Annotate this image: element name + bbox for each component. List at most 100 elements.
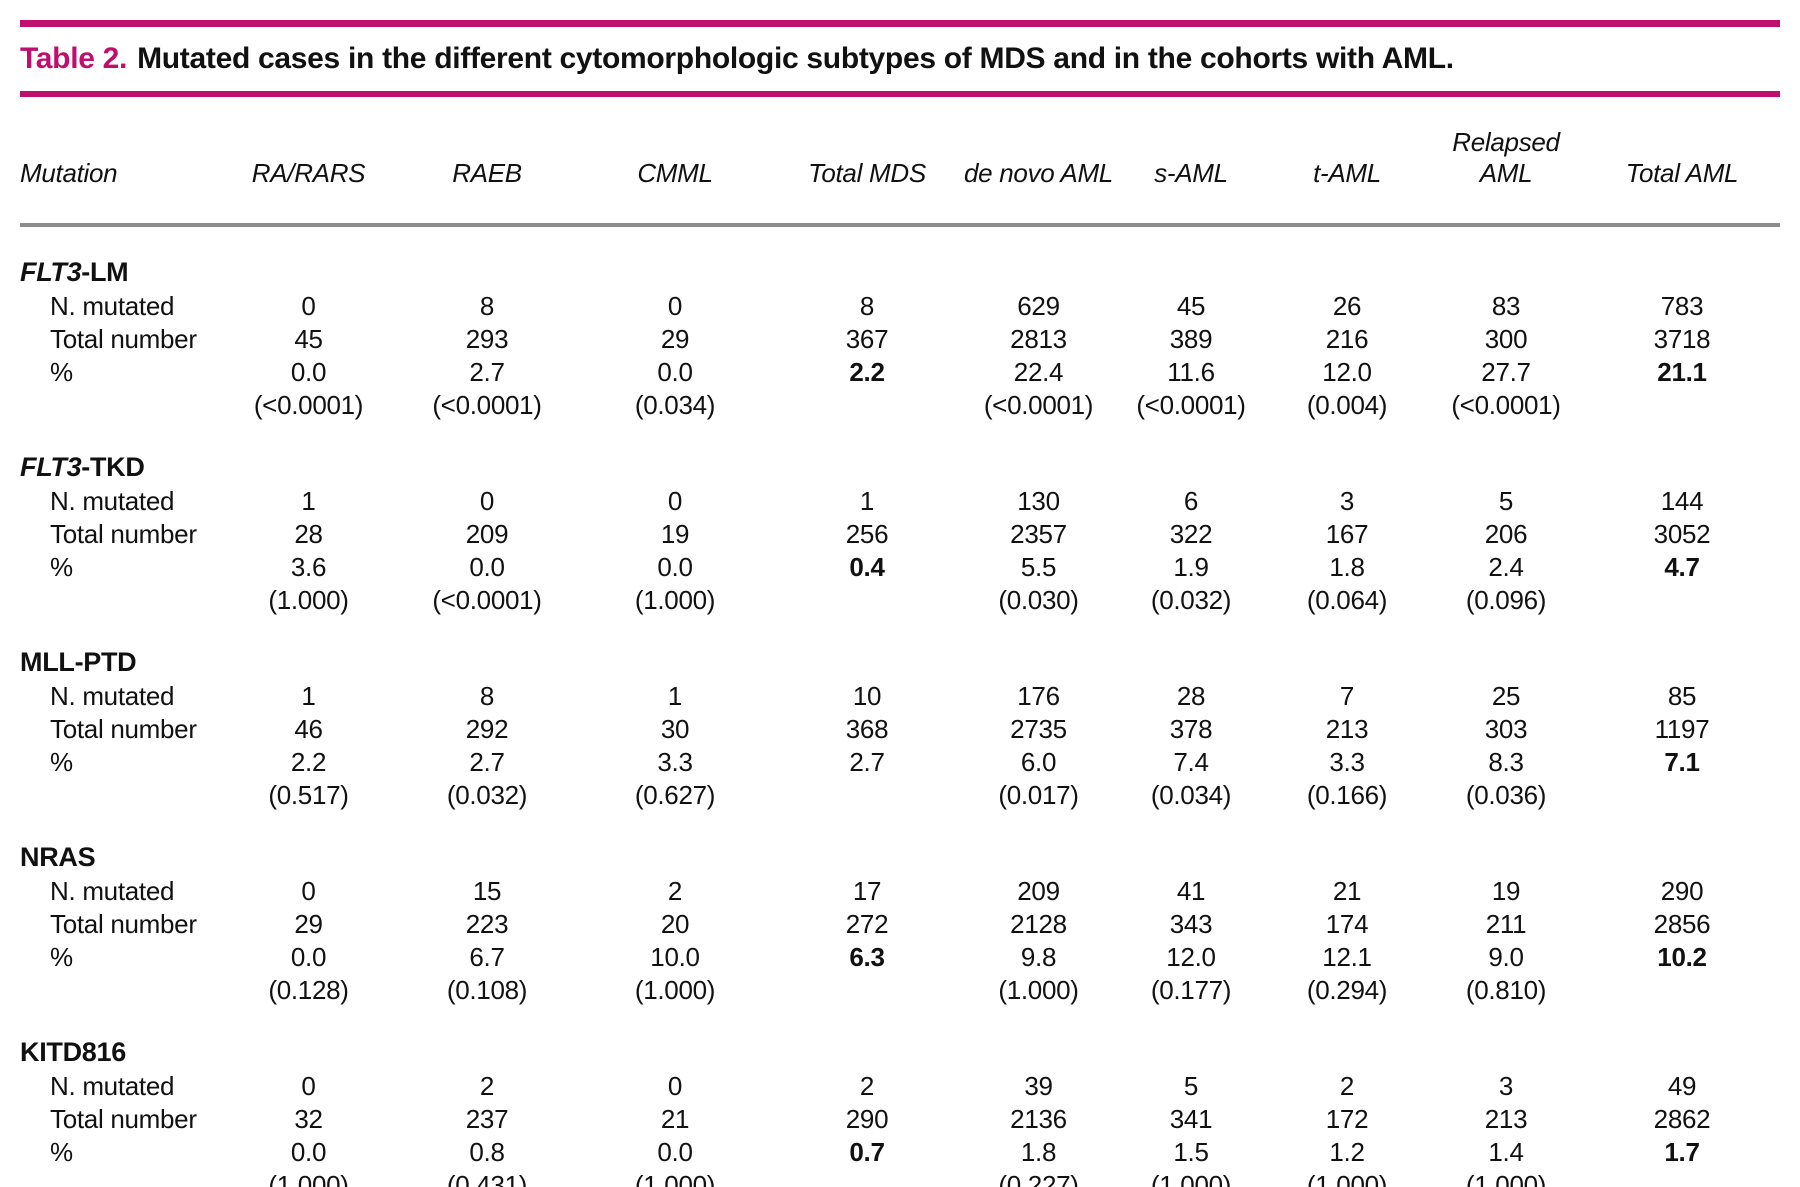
total-number-value: 290 xyxy=(845,1104,889,1134)
percent-value: 9.8 xyxy=(1020,942,1057,972)
total-number-value: 3718 xyxy=(1653,324,1711,354)
n-mutated-value: 5 xyxy=(1183,1071,1199,1101)
total-number-row: Total number 46 292 30 368 2735 378 213 303 1197 xyxy=(20,713,1780,746)
n-mutated-value: 83 xyxy=(1491,291,1521,321)
n-mutated-value: 0 xyxy=(301,1071,316,1101)
p-value xyxy=(1584,389,1780,422)
total-number-value: 19 xyxy=(660,519,690,549)
row-label: N. mutated xyxy=(50,291,175,321)
p-value: (<0.0001) xyxy=(432,390,542,420)
p-value xyxy=(773,1169,961,1187)
percent-value: 12.0 xyxy=(1322,357,1372,387)
p-value xyxy=(773,584,961,617)
total-number-value: 341 xyxy=(1169,1104,1213,1134)
column-header: s-AML xyxy=(1116,97,1266,227)
percent-value: 10.0 xyxy=(650,942,700,972)
table-header-row: Mutation RA/RARS RAEB CMML Total MDS de novo … xyxy=(20,97,1780,227)
p-value-row: (1.000) (<0.0001) (1.000) (0.030) (0.032) (0.… xyxy=(20,584,1780,617)
total-number-value: 30 xyxy=(660,714,690,744)
total-number-value: 322 xyxy=(1169,519,1213,549)
percent-row: % 0.0 2.7 0.0 2.2 22.4 11.6 12.0 27.7 21.1 xyxy=(20,356,1780,389)
row-label: Total number xyxy=(50,1104,197,1134)
column-header: RA/RARS xyxy=(220,97,397,227)
percent-value: 12.1 xyxy=(1322,942,1372,972)
group-label: NRAS xyxy=(20,842,96,872)
percent-value: 1.8 xyxy=(1020,1137,1057,1167)
n-mutated-row: N. mutated 1 8 1 10 176 28 7 25 85 xyxy=(20,680,1780,713)
p-value: (0.034) xyxy=(634,390,716,420)
p-value: (0.032) xyxy=(446,780,528,810)
n-mutated-value: 6 xyxy=(1183,486,1199,516)
row-label: Total number xyxy=(50,909,197,939)
percent-value: 27.7 xyxy=(1481,357,1531,387)
percent-value: 11.6 xyxy=(1167,357,1215,387)
n-mutated-value: 1 xyxy=(859,486,875,516)
n-mutated-value: 144 xyxy=(1660,486,1704,516)
total-number-value: 29 xyxy=(294,909,323,939)
total-number-value: 2357 xyxy=(1010,519,1067,549)
total-number-value: 20 xyxy=(660,909,690,939)
row-label xyxy=(20,779,220,812)
row-label: % xyxy=(50,552,73,582)
total-number-value: 174 xyxy=(1325,909,1369,939)
n-mutated-value: 19 xyxy=(1491,876,1521,906)
percent-value: 2.7 xyxy=(469,747,505,777)
total-number-value: 293 xyxy=(465,324,509,354)
percent-value: 4.7 xyxy=(1664,552,1700,582)
total-number-value: 213 xyxy=(1325,714,1369,744)
total-number-value: 3052 xyxy=(1653,519,1711,549)
n-mutated-value: 0 xyxy=(667,486,683,516)
group-label-row: KITD816 xyxy=(20,1007,1780,1070)
total-number-value: 21 xyxy=(660,1104,690,1134)
n-mutated-value: 17 xyxy=(852,876,882,906)
table-title: Table 2. Mutated cases in the different c… xyxy=(20,42,1780,76)
p-value: (1.000) xyxy=(998,975,1079,1005)
percent-row: % 3.6 0.0 0.0 0.4 5.5 1.9 1.8 2.4 4.7 xyxy=(20,551,1780,584)
percent-value: 21.1 xyxy=(1657,357,1707,387)
p-value: (<0.0001) xyxy=(432,585,542,615)
group-label: KITD816 xyxy=(20,1037,126,1067)
total-number-value: 206 xyxy=(1484,519,1528,549)
p-value: (0.036) xyxy=(1465,780,1547,810)
n-mutated-value: 26 xyxy=(1332,291,1362,321)
total-number-value: 2128 xyxy=(1010,909,1067,939)
p-value: (0.810) xyxy=(1465,975,1547,1005)
total-number-value: 389 xyxy=(1169,324,1213,354)
group-label-row: MLL-PTD xyxy=(20,617,1780,680)
gene-name: FLT3 xyxy=(20,452,82,482)
n-mutated-value: 0 xyxy=(301,291,316,321)
p-value: (1.000) xyxy=(268,1170,349,1187)
row-label: % xyxy=(50,942,73,972)
n-mutated-value: 10 xyxy=(852,681,882,711)
percent-value: 6.3 xyxy=(849,942,885,972)
table-number: Table 2. xyxy=(20,42,128,75)
p-value: (<0.0001) xyxy=(1451,390,1561,420)
percent-value: 22.4 xyxy=(1013,357,1064,387)
total-number-value: 213 xyxy=(1484,1104,1528,1134)
group-label: FLT3-TKD xyxy=(20,452,145,482)
n-mutated-value: 8 xyxy=(859,291,875,321)
row-label: % xyxy=(50,1137,73,1167)
percent-value: 2.7 xyxy=(849,747,885,777)
total-number-row: Total number 28 209 19 256 2357 322 167 206 3052 xyxy=(20,518,1780,551)
row-label xyxy=(20,584,220,617)
n-mutated-value: 49 xyxy=(1667,1071,1697,1101)
percent-value: 0.0 xyxy=(657,552,693,582)
total-number-value: 367 xyxy=(845,324,889,354)
column-header: Total AML xyxy=(1584,97,1780,227)
p-value-row: (0.517) (0.032) (0.627) (0.017) (0.034) (0.16… xyxy=(20,779,1780,812)
total-number-value: 32 xyxy=(294,1104,323,1134)
p-value: (0.096) xyxy=(1465,585,1547,615)
percent-value: 1.8 xyxy=(1329,552,1365,582)
p-value-row: (<0.0001) (<0.0001) (0.034) (<0.0001) (<0.00… xyxy=(20,389,1780,422)
percent-value: 1.4 xyxy=(1488,1137,1524,1167)
p-value: (1.000) xyxy=(1150,1170,1232,1187)
p-value xyxy=(1584,1169,1780,1187)
p-value: (<0.0001) xyxy=(1136,390,1246,420)
n-mutated-value: 15 xyxy=(472,876,502,906)
percent-value: 0.0 xyxy=(290,1137,327,1167)
total-number-row: Total number 29 223 20 272 2128 343 174 211 2856 xyxy=(20,908,1780,941)
group-label-row: NRAS xyxy=(20,812,1780,875)
percent-value: 6.0 xyxy=(1020,747,1057,777)
percent-value: 1.2 xyxy=(1329,1137,1365,1167)
